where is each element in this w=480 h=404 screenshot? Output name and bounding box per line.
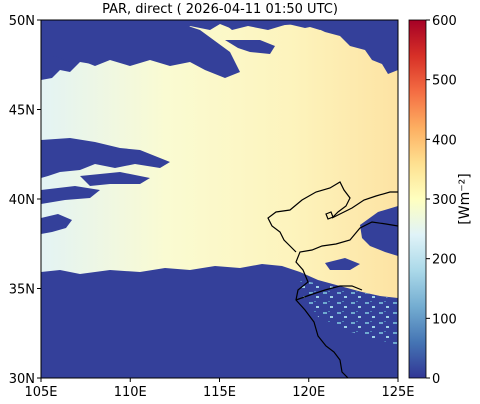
colorbar-unit-label: [Wm⁻²] <box>457 173 473 224</box>
cloud-north-strip <box>220 20 330 30</box>
cloud-north-streak <box>225 40 275 54</box>
colorbar-tick-label: 500 <box>432 74 457 89</box>
y-tick-label: 30N <box>9 372 35 387</box>
x-tick-label: 125E <box>381 385 414 400</box>
y-tick-label: 45N <box>9 104 35 119</box>
cloud-east-patch <box>360 206 398 256</box>
latitude-ticks: 30N 35N 40N 45N 50N <box>9 14 41 387</box>
colorbar-ticks: 0 100 200 300 400 500 600 <box>426 14 457 387</box>
colorbar-tick-label: 100 <box>432 312 457 327</box>
island-outline <box>325 211 334 220</box>
coastline-shandong <box>295 285 363 301</box>
coastline-liaodong <box>267 181 398 253</box>
colorbar-tick-label: 600 <box>432 14 457 29</box>
par-field <box>41 20 398 378</box>
map-title: PAR, direct ( 2026-04-11 01:50 UTC) <box>102 2 338 17</box>
colorbar-tick-label: 0 <box>432 372 440 387</box>
y-tick-label: 35N <box>9 283 35 298</box>
cloud-east-sliver <box>325 258 360 270</box>
x-tick-label: 120E <box>292 385 325 400</box>
cloud-west-strip <box>41 186 100 204</box>
cloud-west-blob <box>41 214 72 234</box>
cloud-northwest-mass <box>41 20 240 78</box>
colorbar-tick-label: 300 <box>432 193 457 208</box>
y-tick-label: 40N <box>9 193 35 208</box>
colorbar <box>408 19 427 379</box>
longitude-ticks: 105E 110E 115E 120E 125E <box>24 378 415 400</box>
x-tick-label: 110E <box>114 385 147 400</box>
cloud-northeast <box>300 20 398 74</box>
x-tick-label: 105E <box>24 385 57 400</box>
y-tick-label: 50N <box>9 14 35 29</box>
coastline <box>267 181 398 378</box>
x-tick-label: 115E <box>203 385 236 400</box>
colorbar-tick-label: 400 <box>432 133 457 148</box>
cloud-south-speckle <box>300 280 398 345</box>
cloud-west-fragment <box>80 172 150 186</box>
colorbar-tick-label: 200 <box>432 253 457 268</box>
coastline-bohai <box>295 221 398 378</box>
cloud-west-patch <box>41 138 170 178</box>
